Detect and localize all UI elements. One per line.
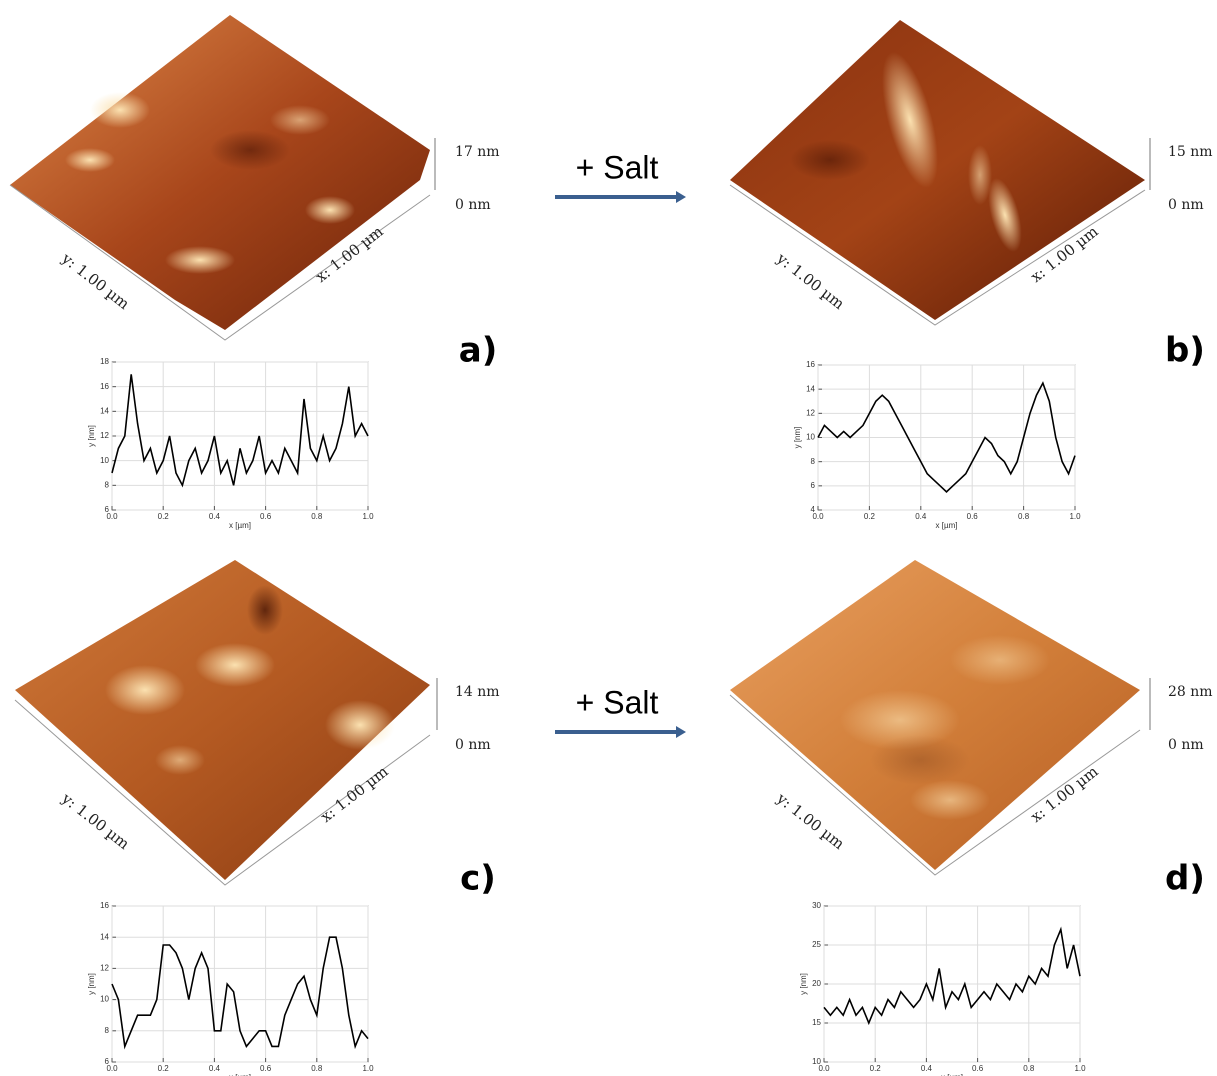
y-tick-label: 8 xyxy=(105,1026,110,1035)
x-tick-label: 0.2 xyxy=(870,1064,882,1073)
x-tick-label: 0.6 xyxy=(967,512,979,521)
y-axis-label: y: 1.00 µm xyxy=(773,249,848,313)
y-tick-label: 14 xyxy=(100,406,109,415)
y-tick-label: 18 xyxy=(100,357,109,366)
afm-surface xyxy=(730,560,1150,875)
y-tick-label: 10 xyxy=(100,995,109,1004)
x-tick-label: 0.6 xyxy=(260,1064,272,1073)
plot-frame xyxy=(112,906,368,1062)
y-tick-label: 16 xyxy=(806,360,815,369)
x-tick-label: 0.8 xyxy=(1018,512,1030,521)
arrow-head xyxy=(676,726,686,738)
z-min-label: 0 nm xyxy=(1168,737,1204,753)
panel-label: a) xyxy=(459,331,497,371)
y-tick-label: 10 xyxy=(100,456,109,465)
x-tick-label: 0.0 xyxy=(106,512,118,521)
panel-label: b) xyxy=(1165,331,1205,371)
arrow-head xyxy=(676,191,686,203)
z-max-label: 17 nm xyxy=(455,144,500,160)
z-min-label: 0 nm xyxy=(455,197,491,213)
y-tick-label: 10 xyxy=(806,433,815,442)
y-tick-label: 16 xyxy=(100,901,109,910)
x-tick-label: 1.0 xyxy=(1074,1064,1086,1073)
figure: + Salt + Salt 17 nm0 nmy: 1.00 µmx: 1.00… xyxy=(0,0,1217,1076)
y-tick-label: 12 xyxy=(100,431,109,440)
y-tick-label: 25 xyxy=(812,940,821,949)
z-max-label: 14 nm xyxy=(455,684,500,700)
panel-label: c) xyxy=(460,859,496,899)
x-axis-title: x [µm] xyxy=(229,521,251,530)
x-axis-title: x [µm] xyxy=(936,521,958,530)
y-tick-label: 6 xyxy=(811,481,816,490)
x-tick-label: 0.8 xyxy=(311,1064,323,1073)
afm-surface xyxy=(730,20,1150,325)
x-tick-label: 1.0 xyxy=(362,512,374,521)
y-tick-label: 12 xyxy=(100,964,109,973)
y-tick-label: 30 xyxy=(812,901,821,910)
y-axis-title: y [nm] xyxy=(799,973,808,995)
y-tick-label: 8 xyxy=(105,480,110,489)
x-tick-label: 0.4 xyxy=(915,512,927,521)
y-tick-label: 15 xyxy=(812,1018,821,1027)
y-tick-label: 8 xyxy=(811,457,816,466)
x-tick-label: 0.6 xyxy=(260,512,272,521)
x-tick-label: 0.0 xyxy=(812,512,824,521)
y-axis-title: y [nm] xyxy=(87,973,96,995)
y-axis-title: y [nm] xyxy=(793,427,802,449)
x-tick-label: 0.6 xyxy=(972,1064,984,1073)
x-tick-label: 0.4 xyxy=(209,1064,221,1073)
z-min-label: 0 nm xyxy=(1168,197,1204,213)
z-max-label: 15 nm xyxy=(1168,144,1213,160)
z-max-label: 28 nm xyxy=(1168,684,1213,700)
afm-surface xyxy=(15,560,437,885)
y-tick-label: 14 xyxy=(100,932,109,941)
y-axis-label: y: 1.00 µm xyxy=(58,789,133,853)
z-min-label: 0 nm xyxy=(455,737,491,753)
x-tick-label: 0.2 xyxy=(864,512,876,521)
x-tick-label: 0.0 xyxy=(106,1064,118,1073)
x-tick-label: 1.0 xyxy=(1069,512,1081,521)
x-tick-label: 0.8 xyxy=(1023,1064,1035,1073)
y-tick-label: 16 xyxy=(100,382,109,391)
arrow-label: + Salt xyxy=(576,684,659,720)
panel-label: d) xyxy=(1165,859,1205,899)
y-tick-label: 14 xyxy=(806,384,815,393)
y-tick-label: 12 xyxy=(806,408,815,417)
arrow-label: + Salt xyxy=(576,149,659,185)
y-axis-label: y: 1.00 µm xyxy=(773,789,848,853)
x-tick-label: 0.4 xyxy=(921,1064,933,1073)
x-tick-label: 0.2 xyxy=(158,1064,170,1073)
x-tick-label: 0.8 xyxy=(311,512,323,521)
y-tick-label: 20 xyxy=(812,979,821,988)
y-axis-title: y [nm] xyxy=(87,425,96,447)
x-tick-label: 1.0 xyxy=(362,1064,374,1073)
x-tick-label: 0.2 xyxy=(158,512,170,521)
x-tick-label: 0.4 xyxy=(209,512,221,521)
x-tick-label: 0.0 xyxy=(818,1064,830,1073)
afm-surface xyxy=(10,15,435,340)
